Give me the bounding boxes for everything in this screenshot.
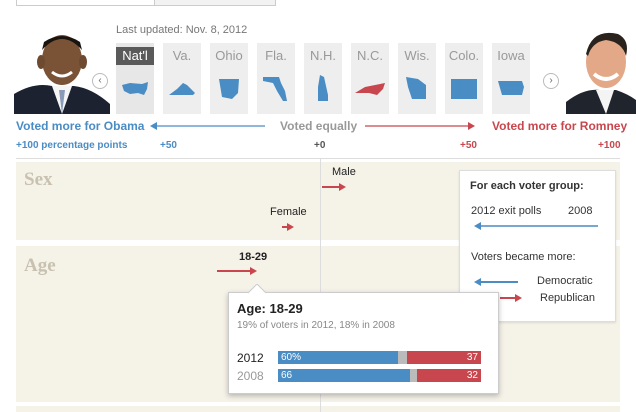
tooltip-title: Age: 18-29 <box>237 301 303 316</box>
next-state-button[interactable]: › <box>543 73 559 89</box>
tab-label: Ohio <box>215 48 243 63</box>
legend-year-label: 2008 <box>568 205 593 217</box>
age-group-title: Age <box>24 255 56 276</box>
tab-label: N.C. <box>357 48 383 63</box>
tooltip-year-2012: 2012 <box>237 351 264 365</box>
obama-share-bar-2008: 66 <box>278 369 410 382</box>
romney-share-bar-2008: 32 <box>417 369 481 382</box>
other-share-bar-2012 <box>398 351 407 364</box>
top-tab-left[interactable] <box>16 0 156 6</box>
tab-label: Nat'l <box>116 47 154 65</box>
axis-line <box>16 158 620 159</box>
usa-map-icon <box>122 82 148 95</box>
male-label: Male <box>332 166 356 178</box>
equal-scale-label: Voted equally <box>280 119 358 133</box>
legend-democratic-label: Democratic <box>537 275 593 287</box>
female-label: Female <box>270 206 307 218</box>
tab-iowa[interactable]: Iowa <box>492 43 531 114</box>
tab-va[interactable]: Va. <box>163 43 202 114</box>
tab-label: N.H. <box>310 48 336 63</box>
tab-label: Iowa <box>497 48 525 63</box>
axis-tick-label: +50 <box>160 140 177 151</box>
obama-scale-label: Voted more for Obama <box>16 119 145 133</box>
colorado-map-icon <box>451 79 477 99</box>
romney-share-bar-2012: 37 <box>407 351 481 364</box>
tab-natl[interactable]: Nat'l <box>116 43 155 114</box>
tab-label: Va. <box>172 48 192 63</box>
tab-label: Wis. <box>404 48 430 63</box>
romney-scale-label: Voted more for Romney <box>492 119 628 133</box>
virginia-map-icon <box>169 83 195 95</box>
obama-share-bar-2012: 60% <box>278 351 398 364</box>
other-share-bar-2008 <box>410 369 417 382</box>
axis-tick-label: +100 percentage points <box>16 140 128 151</box>
tab-colo[interactable]: Colo. <box>445 43 484 114</box>
left-arrow-icon <box>150 122 265 130</box>
legend-republican-arrow <box>500 294 522 302</box>
obama-photo <box>14 24 110 114</box>
north-carolina-map-icon <box>355 83 385 95</box>
top-tab-right[interactable] <box>154 0 276 6</box>
legend-exit-polls-label: 2012 exit polls <box>471 205 542 217</box>
tooltip-subtitle: 19% of voters in 2012, 18% in 2008 <box>237 320 395 331</box>
legend-democratic-arrow <box>474 278 518 286</box>
axis-tick-label: +100 <box>598 140 621 151</box>
ohio-map-icon <box>219 79 239 99</box>
prev-state-button[interactable]: ‹ <box>92 73 108 89</box>
age-18-29-label: 18-29 <box>239 251 268 263</box>
tab-nc[interactable]: N.C. <box>351 43 390 114</box>
iowa-map-icon <box>498 81 524 95</box>
axis-tick-label: +50 <box>460 140 477 151</box>
tab-nh[interactable]: N.H. <box>304 43 343 114</box>
legend-scale-arrow <box>474 222 598 230</box>
age-18-29-shift-arrow[interactable] <box>217 266 257 276</box>
legend-republican-label: Republican <box>540 292 596 304</box>
legend-became-label: Voters became more: <box>471 251 576 263</box>
romney-photo <box>566 24 636 114</box>
tab-fla[interactable]: Fla. <box>257 43 296 114</box>
tooltip-year-2008: 2008 <box>237 369 264 383</box>
right-arrow-icon <box>365 122 475 130</box>
last-updated: Last updated: Nov. 8, 2012 <box>116 24 248 36</box>
tab-label: Fla. <box>265 48 287 63</box>
tooltip-card: Age: 18-29 19% of voters in 2012, 18% in… <box>228 292 499 394</box>
tooltip-pointer <box>248 284 266 294</box>
center-line <box>320 158 321 412</box>
wisconsin-map-icon <box>406 77 426 99</box>
tab-wis[interactable]: Wis. <box>398 43 437 114</box>
female-shift-arrow[interactable] <box>282 222 294 232</box>
next-group-band <box>16 406 620 412</box>
sex-group-title: Sex <box>24 169 53 190</box>
male-shift-arrow[interactable] <box>322 182 346 192</box>
florida-map-icon <box>263 77 287 101</box>
tab-ohio[interactable]: Ohio <box>210 43 249 114</box>
tab-label: Colo. <box>448 48 480 63</box>
axis-tick-label: +0 <box>314 140 326 151</box>
new-hampshire-map-icon <box>318 75 328 101</box>
legend-heading: For each voter group: <box>470 180 584 192</box>
